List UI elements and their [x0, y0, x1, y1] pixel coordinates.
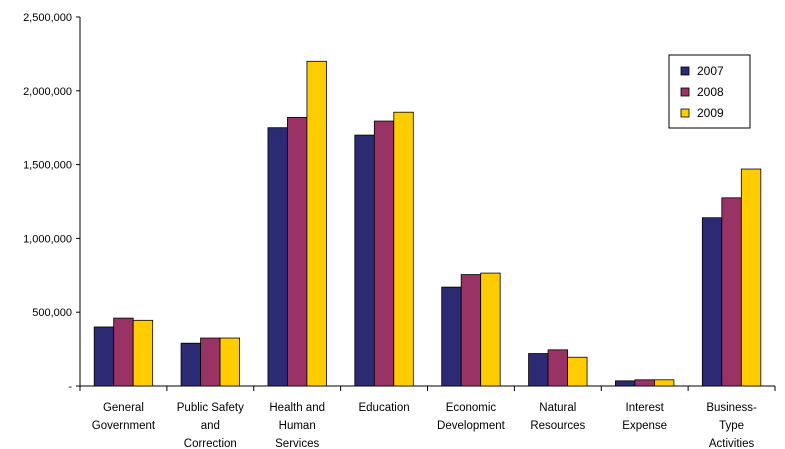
bar-2009-1	[219, 337, 240, 387]
bars	[93, 60, 762, 387]
bar-2008-0	[113, 317, 134, 387]
bar-2008-5	[547, 349, 568, 387]
bar-2009-4	[480, 272, 501, 387]
y-tick-label: -	[68, 381, 72, 393]
x-category-label: Services	[275, 438, 319, 449]
bar-2009-2	[306, 60, 327, 387]
x-category-label: Education	[358, 402, 409, 414]
bar-2009-7	[740, 168, 762, 387]
legend-swatch-2009	[680, 108, 690, 118]
bar-2009-0	[132, 319, 154, 387]
x-category-label: Natural	[539, 402, 576, 414]
bar-2008-7	[721, 197, 742, 387]
y-tick-label: 1,000,000	[23, 233, 72, 245]
legend-swatch-2007	[680, 66, 690, 76]
bar-2007-7	[701, 217, 723, 387]
bar-2009-3	[393, 111, 414, 387]
x-category-label: Activities	[709, 438, 755, 449]
bar-2007-1	[180, 342, 201, 387]
bar-2009-5	[567, 356, 588, 387]
x-category-label: Expense	[622, 420, 667, 432]
legend-swatch-2008	[680, 87, 690, 97]
legend-label-2007: 2007	[697, 64, 724, 78]
x-category-label: Correction	[184, 438, 237, 449]
bar-2008-6	[634, 379, 655, 387]
x-category-label: Public Safety	[177, 402, 244, 414]
x-category-label: Development	[437, 420, 506, 432]
x-category-label: Interest	[626, 402, 665, 414]
y-tick-label: 2,000,000	[23, 86, 72, 98]
y-tick-label: 500,000	[32, 307, 72, 319]
bar-2008-3	[373, 120, 395, 387]
bar-2009-6	[654, 379, 675, 387]
x-category-label: Health and	[269, 402, 325, 414]
legend-label-2009: 2009	[697, 106, 724, 120]
legend-label-2008: 2008	[697, 85, 724, 99]
bar-2007-3	[354, 134, 375, 387]
x-category-label: Business-	[706, 402, 757, 414]
bar-2008-2	[287, 116, 308, 387]
x-category-label: General	[103, 402, 144, 414]
bar-2008-4	[460, 274, 482, 387]
bar-2007-4	[441, 286, 462, 387]
y-tick-label: 1,500,000	[23, 160, 72, 172]
bar-2007-6	[615, 380, 636, 387]
bar-2007-5	[528, 353, 549, 387]
x-category-label: Economic	[446, 402, 497, 414]
legend: 2007 2008 2009	[668, 54, 751, 129]
bar-2007-0	[93, 326, 115, 387]
x-category-label: Resources	[530, 420, 585, 432]
bar-2008-1	[200, 337, 221, 387]
x-category-label: Human	[279, 420, 316, 432]
y-tick-label: 2,500,000	[23, 12, 72, 24]
x-axis-labels: General Government Public Safety and Correct…	[92, 402, 757, 449]
x-category-label: Type	[719, 420, 744, 432]
bar-2007-2	[267, 127, 288, 387]
axes: - 500,000 1,000,000 1,500,000 2,000,000 2,500…	[23, 12, 776, 393]
x-category-label: and	[201, 420, 220, 432]
x-category-label: Government	[92, 420, 156, 432]
